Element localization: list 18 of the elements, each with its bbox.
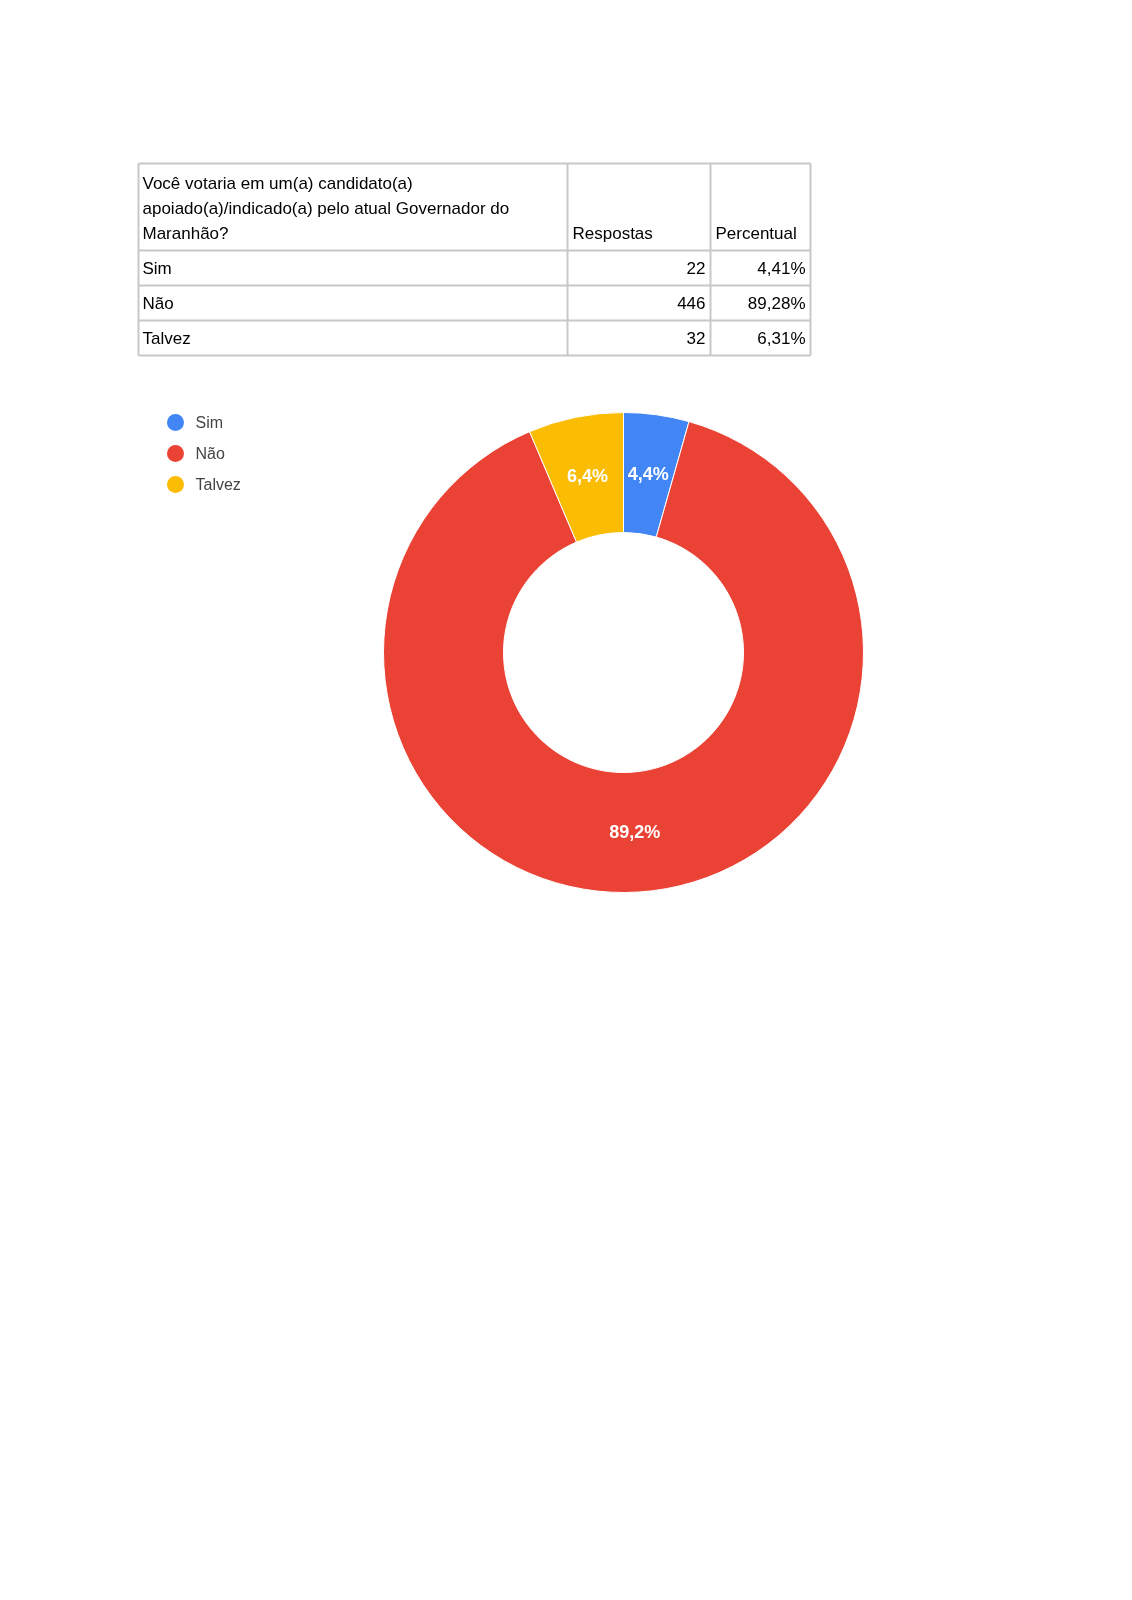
legend-label: Talvez [195, 476, 241, 493]
category-label: Talvez [142, 328, 191, 348]
legend-label: Não [195, 445, 225, 462]
text: 32 [686, 329, 706, 348]
data-label: 6,4% [567, 466, 609, 487]
text: 4,41% [757, 258, 806, 278]
text: 22 [686, 259, 706, 278]
data-label: 4,4% [627, 464, 669, 485]
legend-label: Sim [195, 414, 224, 431]
category-label: Não [142, 293, 174, 313]
text: Respostas [572, 223, 653, 243]
text: 6,31% [757, 328, 806, 348]
text: 89,28% [747, 293, 806, 313]
text: Percentual [715, 223, 797, 243]
category-label: Sim [142, 258, 172, 278]
data-label: 89,2% [609, 822, 661, 843]
chart-title: Você votaria em um(a) candidato(a) apoiado(a)/indicado(a) pelo atual Governador do Maranhão? [142, 173, 510, 243]
text: 446 [677, 294, 706, 313]
